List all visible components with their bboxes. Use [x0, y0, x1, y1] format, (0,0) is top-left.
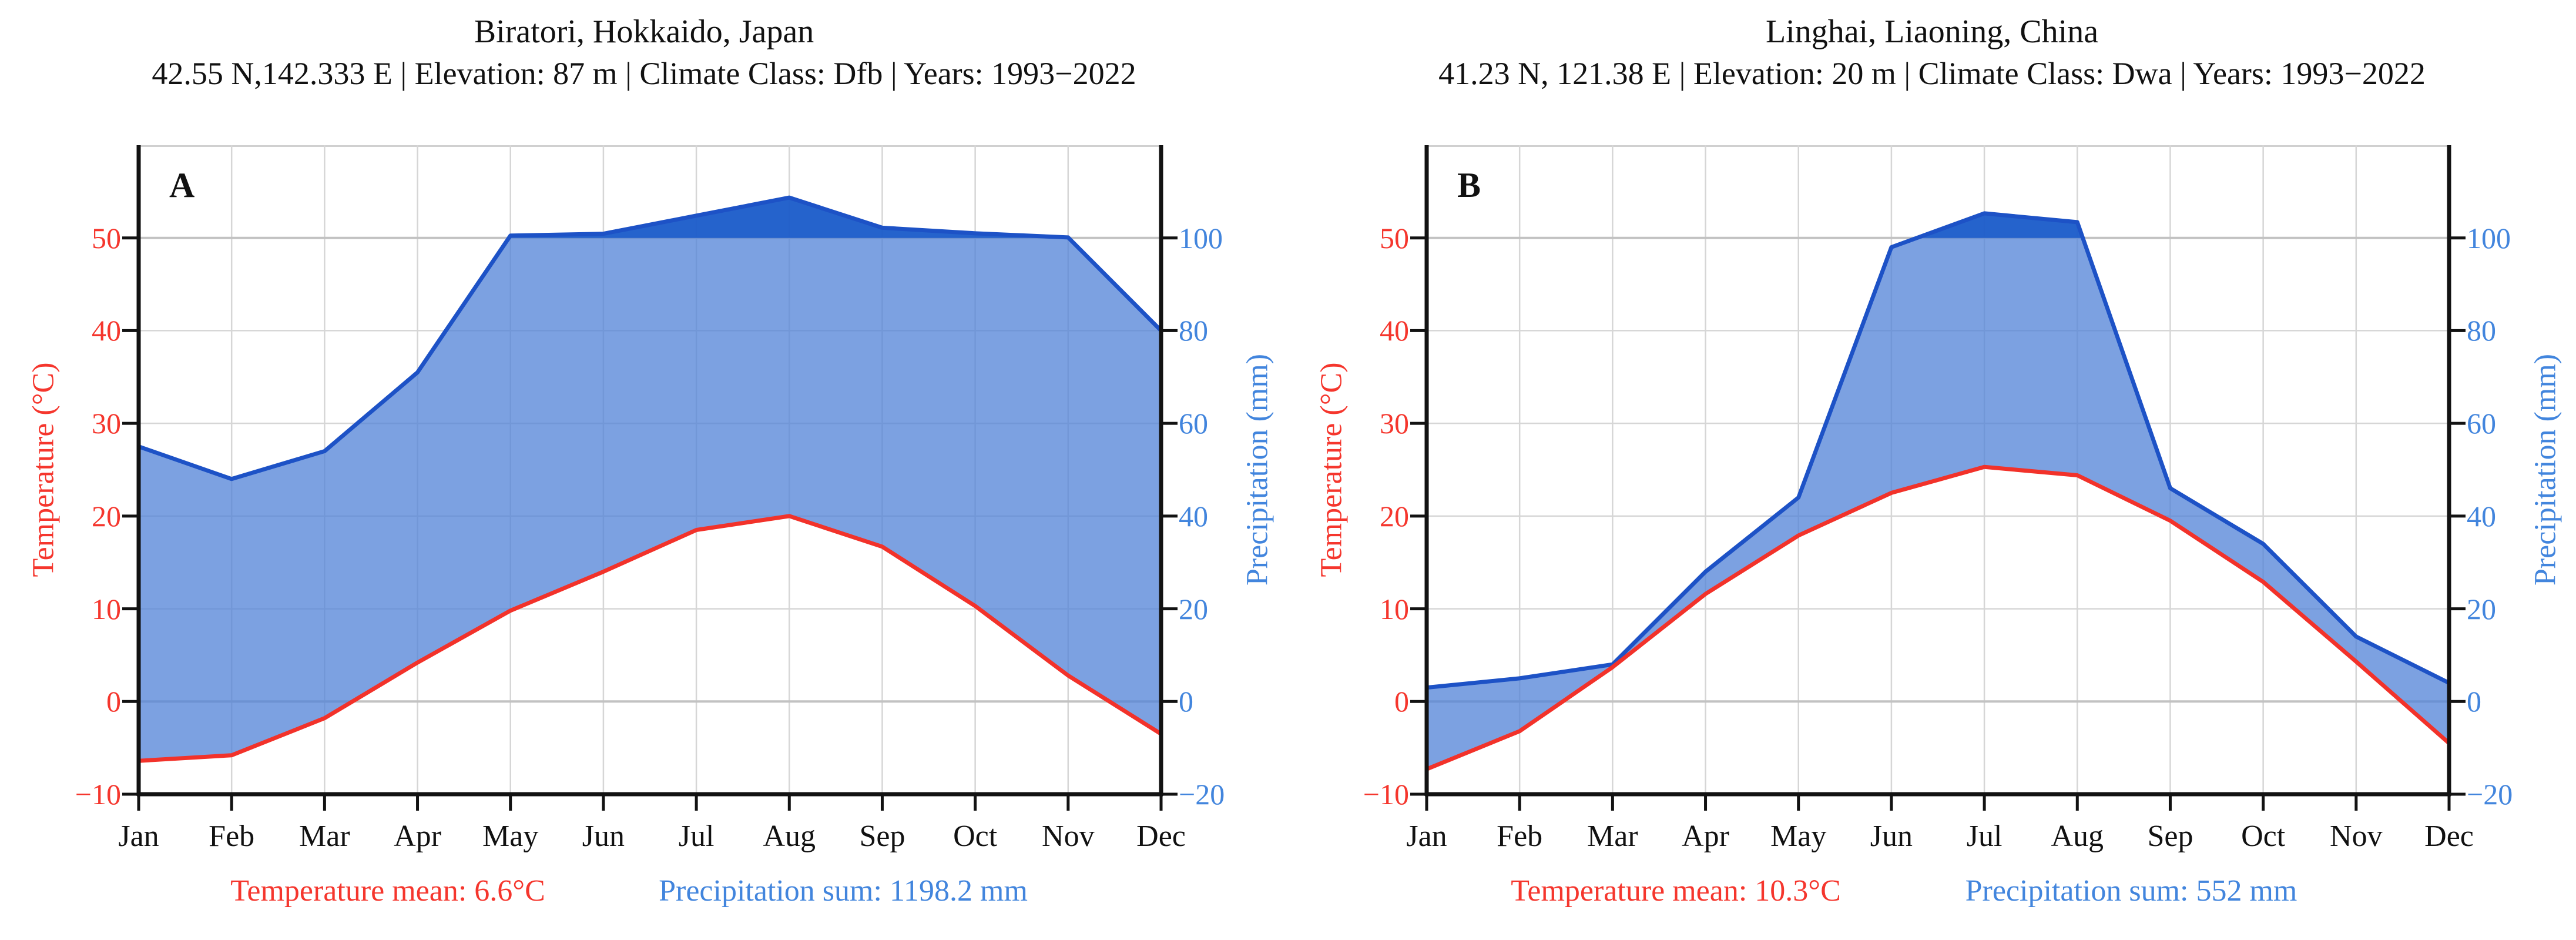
temp-line [136, 514, 1163, 763]
precip-overflow-fill [509, 198, 1069, 238]
x-tick-label: Aug [2051, 819, 2104, 853]
x-tick-label: Sep [859, 819, 905, 853]
y-tick-label-precip: 20 [1179, 592, 1208, 625]
precip-line [136, 195, 1163, 481]
y-tick-label-temp: 40 [92, 314, 121, 347]
y-tick-label-precip: 100 [2467, 221, 2511, 255]
precipitation-axis-label: Precipitation (mm) [2528, 353, 2562, 586]
page-title: Biratori, Hokkaido, Japan [474, 14, 814, 50]
temperature-mean-caption: Temperature mean: 10.3°C [1511, 874, 1841, 908]
temperature-mean-caption: Temperature mean: 6.6°C [230, 874, 545, 908]
y-tick-label-precip: 60 [2467, 407, 2496, 440]
panel-linghai: Linghai, Liaoning, China 41.23 N, 121.38… [1288, 0, 2576, 940]
y-tick-label-temp: 10 [1380, 592, 1409, 625]
y-tick-label-temp: 0 [106, 685, 121, 718]
panel-letter: B [1457, 166, 1482, 205]
y-tick-label-precip: 80 [2467, 314, 2496, 347]
x-tick-label: Sep [2147, 819, 2193, 853]
climate-plot [122, 145, 1178, 811]
climate-plot [1410, 145, 2466, 811]
precip-area-fill [1427, 213, 2449, 770]
temp-line [1424, 464, 2451, 771]
y-tick-label-temp: 20 [92, 499, 121, 533]
y-tick-label-temp: 0 [1394, 685, 1409, 718]
panel-letter: A [169, 166, 196, 205]
y-tick-label-temp: 20 [1380, 499, 1409, 533]
x-tick-label: Aug [763, 819, 816, 853]
panel-biratori: Biratori, Hokkaido, Japan 42.55 N,142.33… [26, 14, 1274, 908]
plot-area: −10 0 10 20 30 40 50 −20 0 20 40 60 80 100 Jan Feb Mar Ap… [1363, 145, 2513, 853]
y-tick-label-precip: 0 [2467, 685, 2481, 718]
x-tick-label: Dec [1136, 819, 1186, 853]
y-tick-label-precip: 0 [1179, 685, 1193, 718]
y-tick-label-precip: 100 [1179, 221, 1223, 255]
y-tick-label-precip: 80 [1179, 314, 1208, 347]
x-tick-label: Jan [1406, 819, 1447, 853]
y-tick-label-precip: 40 [1179, 499, 1208, 533]
y-tick-label-precip: −20 [1179, 778, 1225, 811]
y-tick-label-temp: −10 [75, 778, 121, 811]
precipitation-sum-caption: Precipitation sum: 552 mm [1965, 874, 2297, 908]
precip-line [1424, 211, 2451, 690]
y-tick-label-temp: 10 [92, 592, 121, 625]
y-tick-label-temp: 40 [1380, 314, 1409, 347]
precipitation-sum-caption: Precipitation sum: 1198.2 mm [659, 874, 1028, 908]
x-tick-label: Mar [299, 819, 350, 853]
x-tick-label: Jul [1966, 819, 2003, 853]
y-tick-label-temp: −10 [1363, 778, 1409, 811]
page-title: Linghai, Liaoning, China [1765, 14, 2099, 50]
temperature-axis-label: Temperature (°C) [26, 362, 61, 577]
station-subtitle: 42.55 N,142.333 E | Elevation: 87 m | Cl… [152, 56, 1136, 91]
x-tick-label: Jun [1870, 819, 1913, 853]
y-tick-label-temp: 30 [1380, 407, 1409, 440]
station-subtitle: 41.23 N, 121.38 E | Elevation: 20 m | Cl… [1438, 56, 2426, 91]
x-tick-label: Feb [209, 819, 255, 853]
x-tick-label: Jun [582, 819, 625, 853]
x-tick-label: Oct [2241, 819, 2286, 853]
x-tick-label: Nov [1042, 819, 1095, 853]
precipitation-axis-label: Precipitation (mm) [1240, 353, 1274, 586]
y-tick-label-temp: 30 [92, 407, 121, 440]
x-tick-label: Dec [2424, 819, 2474, 853]
y-tick-label-precip: 40 [2467, 499, 2496, 533]
y-tick-label-temp: 50 [1380, 221, 1409, 255]
precip-area-fill [139, 198, 1161, 761]
x-tick-label: May [482, 819, 539, 853]
y-tick-label-precip: −20 [2467, 778, 2513, 811]
x-tick-label: Apr [1682, 819, 1729, 853]
y-tick-label-temp: 50 [92, 221, 121, 255]
plot-area: −10 0 10 20 30 40 50 −20 0 20 40 60 80 100 Jan Feb Mar Ap… [75, 145, 1225, 853]
x-tick-label: Oct [953, 819, 998, 853]
x-tick-label: Jan [118, 819, 159, 853]
y-tick-label-precip: 20 [2467, 592, 2496, 625]
x-tick-label: Jul [678, 819, 715, 853]
x-tick-label: Apr [394, 819, 441, 853]
temperature-axis-label: Temperature (°C) [1314, 362, 1349, 577]
x-tick-label: May [1770, 819, 1827, 853]
x-tick-label: Feb [1497, 819, 1543, 853]
y-tick-label-precip: 60 [1179, 407, 1208, 440]
x-tick-label: Nov [2330, 819, 2383, 853]
precip-overflow-fill [1917, 213, 2083, 238]
x-tick-label: Mar [1587, 819, 1638, 853]
